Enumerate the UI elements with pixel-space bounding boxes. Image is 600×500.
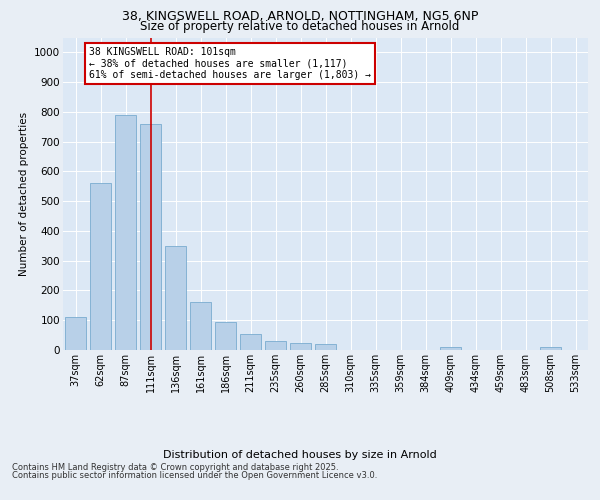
Text: Distribution of detached houses by size in Arnold: Distribution of detached houses by size … — [163, 450, 437, 460]
Bar — [165, 246, 186, 350]
Bar — [65, 318, 86, 350]
Bar — [290, 342, 311, 350]
Y-axis label: Number of detached properties: Number of detached properties — [19, 112, 29, 276]
Bar — [440, 347, 461, 350]
Bar — [115, 115, 136, 350]
Bar — [140, 124, 161, 350]
Bar — [90, 184, 111, 350]
Bar — [240, 334, 261, 350]
Text: Contains HM Land Registry data © Crown copyright and database right 2025.: Contains HM Land Registry data © Crown c… — [12, 464, 338, 472]
Bar — [265, 341, 286, 350]
Bar — [215, 322, 236, 350]
Bar — [540, 347, 561, 350]
Text: Size of property relative to detached houses in Arnold: Size of property relative to detached ho… — [140, 20, 460, 33]
Text: 38 KINGSWELL ROAD: 101sqm
← 38% of detached houses are smaller (1,117)
61% of se: 38 KINGSWELL ROAD: 101sqm ← 38% of detac… — [89, 47, 371, 80]
Text: 38, KINGSWELL ROAD, ARNOLD, NOTTINGHAM, NG5 6NP: 38, KINGSWELL ROAD, ARNOLD, NOTTINGHAM, … — [122, 10, 478, 23]
Text: Contains public sector information licensed under the Open Government Licence v3: Contains public sector information licen… — [12, 471, 377, 480]
Bar — [190, 302, 211, 350]
Bar — [315, 344, 336, 350]
